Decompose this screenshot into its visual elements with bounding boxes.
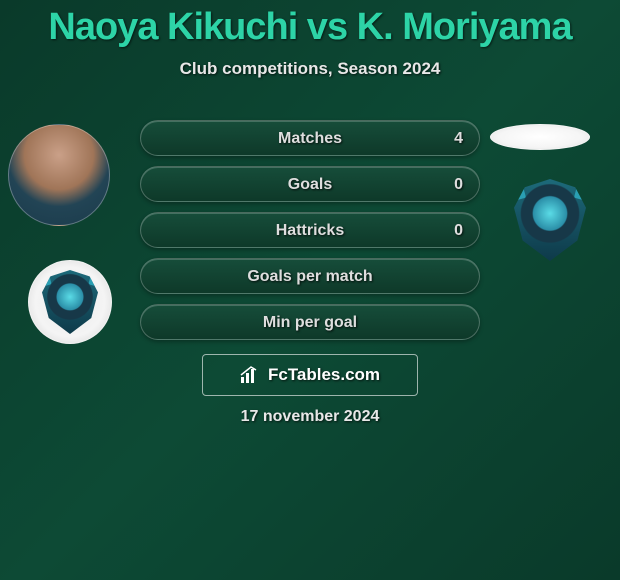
stat-row: Goals per match	[140, 258, 480, 294]
stat-label: Goals	[141, 167, 479, 203]
footer-brand[interactable]: FcTables.com	[202, 354, 418, 396]
stats-list: Matches 4 Goals 0 Hattricks 0 Goals per …	[140, 120, 480, 350]
player-photo-left	[8, 124, 110, 226]
stat-value: 4	[454, 121, 463, 157]
stat-label: Min per goal	[141, 305, 479, 341]
club-badge-right	[500, 178, 600, 262]
stat-label: Hattricks	[141, 213, 479, 249]
crest-icon	[514, 179, 586, 261]
player-photo-right-placeholder	[490, 124, 590, 150]
stat-row: Hattricks 0	[140, 212, 480, 248]
chart-icon	[240, 366, 262, 384]
stat-label: Goals per match	[141, 259, 479, 295]
stat-value: 0	[454, 167, 463, 203]
stat-row: Min per goal	[140, 304, 480, 340]
page-title: Naoya Kikuchi vs K. Moriyama	[0, 0, 620, 49]
date-label: 17 november 2024	[0, 408, 620, 426]
stat-label: Matches	[141, 121, 479, 157]
stat-row: Matches 4	[140, 120, 480, 156]
club-badge-left	[28, 260, 112, 344]
stat-row: Goals 0	[140, 166, 480, 202]
crest-icon	[42, 270, 98, 334]
subtitle: Club competitions, Season 2024	[0, 59, 620, 79]
stat-value: 0	[454, 213, 463, 249]
footer-brand-label: FcTables.com	[268, 365, 380, 385]
